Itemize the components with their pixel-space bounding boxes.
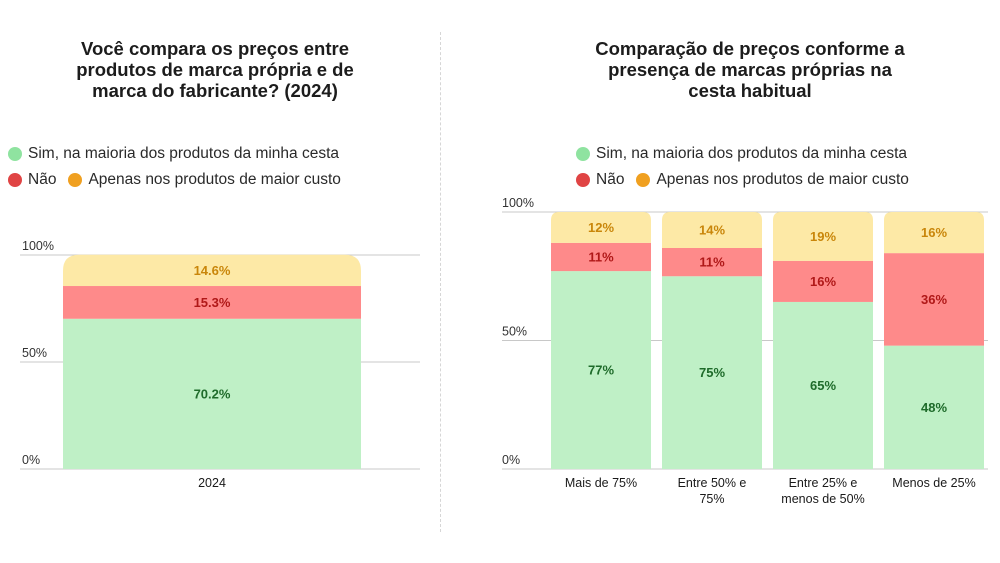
legend-dot-orange <box>68 173 83 187</box>
x-category-label: Entre 25% e <box>789 476 858 490</box>
data-label-apenas: 12% <box>588 220 614 235</box>
legend-item-apenas: Apenas nos produtos de maior custo <box>636 171 909 189</box>
bar-segment-apenas <box>662 212 762 248</box>
left-chart-title-line: marca do fabricante? (2024) <box>92 80 338 101</box>
bar-segment-sim <box>773 301 873 469</box>
legend-label-apenas: Apenas nos produtos de maior custo <box>656 171 909 188</box>
x-category-label: Mais de 75% <box>565 476 637 490</box>
data-label-sim: 65% <box>810 378 836 393</box>
bar-segment-sim <box>63 318 361 469</box>
right-chart-title-line: Comparação de preços conforme a <box>595 38 905 59</box>
legend-label-sim: Sim, na maioria dos produtos da minha ce… <box>28 145 340 162</box>
bar-segment-sim <box>551 271 651 469</box>
left-stacked-bar-chart: 0% 50% 100% 70.2% 15.3% 14.6% 2024 <box>20 239 420 490</box>
data-label-nao: 11% <box>588 249 614 264</box>
bar-segment-apenas <box>551 212 651 243</box>
bar-segment-sim <box>662 276 762 469</box>
right-chart-title-line: presença de marcas próprias na <box>608 59 892 80</box>
legend-dot-green <box>8 147 22 161</box>
y-tick-label: 50% <box>502 325 527 339</box>
legend-item-nao: Não <box>8 171 56 189</box>
bar-segment-nao <box>884 253 984 346</box>
x-category-label: 2024 <box>198 476 226 490</box>
y-tick-label: 50% <box>22 346 47 360</box>
bar-segment-apenas <box>884 212 984 254</box>
data-label-apenas: 16% <box>921 225 947 240</box>
legend-item-sim: Sim, na maioria dos produtos da minha ce… <box>576 145 907 163</box>
right-chart-title-line: cesta habitual <box>688 80 812 101</box>
legend-item-nao: Não <box>576 171 624 189</box>
left-chart-title: Você compara os preços entre produtos de… <box>30 38 400 101</box>
data-label-nao: 36% <box>921 292 947 307</box>
y-tick-label: 100% <box>22 239 54 253</box>
bar-segment-nao <box>63 286 361 319</box>
legend-label-nao: Não <box>28 171 57 188</box>
left-legend-row-1: Sim, na maioria dos produtos da minha ce… <box>8 145 351 163</box>
legend-item-apenas: Apenas nos produtos de maior custo <box>68 171 341 189</box>
bar-segment-nao <box>551 242 651 272</box>
legend-dot-green <box>576 147 590 161</box>
data-label-apenas: 14% <box>699 222 725 237</box>
bar-segment-apenas <box>63 254 361 287</box>
bar-segment-nao <box>773 260 873 302</box>
data-label-nao: 16% <box>810 274 836 289</box>
bar-segment-apenas <box>773 212 873 261</box>
bar-segment-nao <box>662 247 762 277</box>
y-tick-label: 0% <box>502 453 520 467</box>
legend-label-nao: Não <box>596 171 625 188</box>
left-chart-title-line: produtos de marca própria e de <box>76 59 354 80</box>
legend-dot-red <box>576 173 590 187</box>
panel-divider <box>440 32 441 532</box>
right-legend-row-2: Não Apenas nos produtos de maior custo <box>576 171 921 189</box>
data-label-sim: 77% <box>588 363 614 378</box>
left-legend-row-2: Não Apenas nos produtos de maior custo <box>8 171 353 189</box>
y-tick-label: 100% <box>502 196 534 210</box>
x-category-label: menos de 50% <box>781 492 864 506</box>
legend-label-sim: Sim, na maioria dos produtos da minha ce… <box>596 145 908 162</box>
data-label-sim: 70.2% <box>194 386 231 401</box>
data-label-nao: 11% <box>699 255 725 270</box>
legend-dot-red <box>8 173 22 187</box>
legend-label-apenas: Apenas nos produtos de maior custo <box>88 171 341 188</box>
x-category-label: 75% <box>699 492 724 506</box>
data-label-apenas: 14.6% <box>194 263 231 278</box>
x-category-label: Menos de 25% <box>892 476 975 490</box>
right-legend-row-1: Sim, na maioria dos produtos da minha ce… <box>576 145 919 163</box>
data-label-sim: 75% <box>699 365 725 380</box>
legend-item-sim: Sim, na maioria dos produtos da minha ce… <box>8 145 339 163</box>
right-chart-title: Comparação de preços conforme a presença… <box>535 38 965 101</box>
legend-dot-orange <box>636 173 651 187</box>
left-chart-title-line: Você compara os preços entre <box>80 38 349 59</box>
x-category-label: Entre 50% e <box>678 476 747 490</box>
y-tick-label: 0% <box>22 453 40 467</box>
data-label-apenas: 19% <box>810 229 836 244</box>
data-label-nao: 15.3% <box>194 295 231 310</box>
data-label-sim: 48% <box>921 400 947 415</box>
bar-segment-sim <box>884 345 984 469</box>
